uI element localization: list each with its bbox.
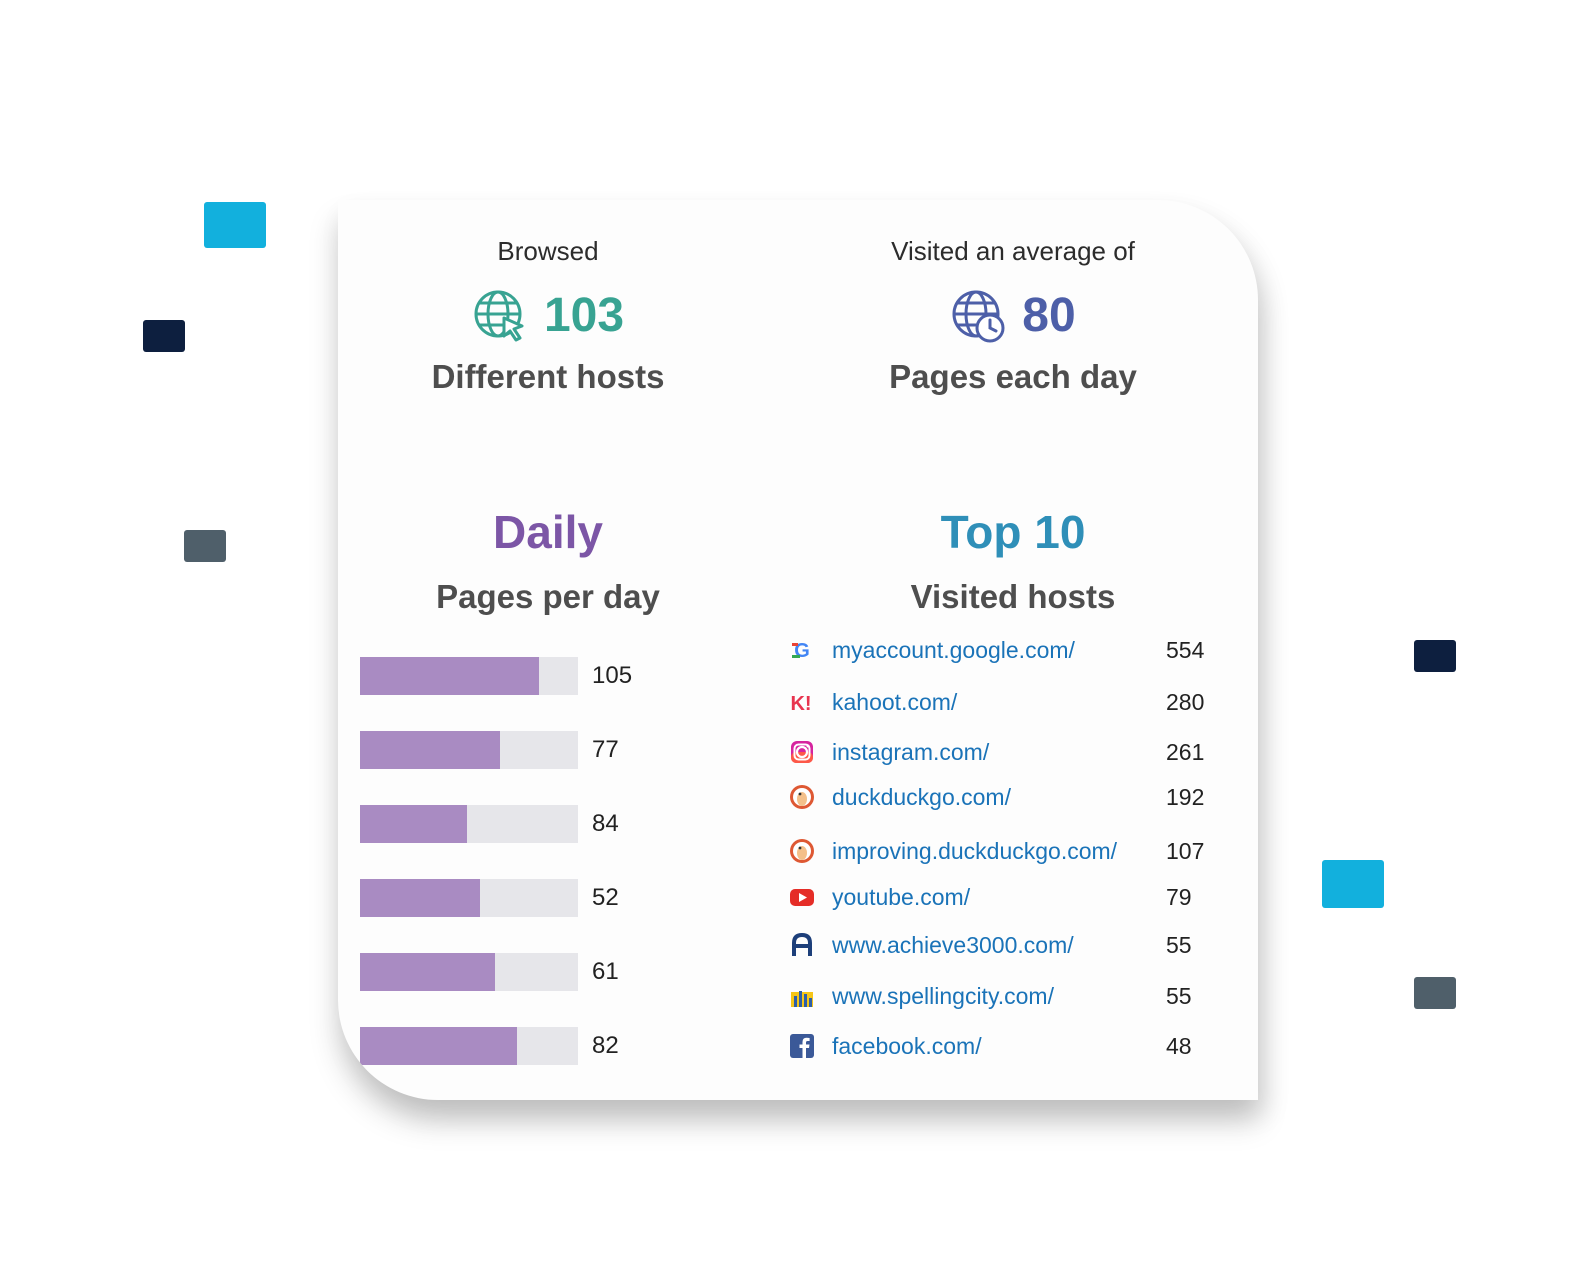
daily-bar-row: 84	[360, 805, 680, 843]
bar-value: 61	[592, 958, 619, 985]
host-link[interactable]: instagram.com/	[832, 739, 990, 765]
daily-bar-row: 52	[360, 879, 680, 917]
host-row: www.spellingcity.com/55	[788, 976, 1248, 1016]
bar-track	[360, 805, 578, 843]
host-visit-count: 79	[1166, 884, 1192, 910]
stat-caption: Browsed	[497, 236, 599, 266]
host-visit-count: 261	[1166, 739, 1205, 765]
bar-fill	[360, 1027, 517, 1065]
kahoot-icon: K!	[788, 688, 816, 716]
decor-square-cyan	[1322, 860, 1384, 908]
spellingcity-icon	[788, 982, 816, 1010]
decor-square-cyan	[204, 202, 266, 248]
host-row: youtube.com/79	[788, 877, 1248, 917]
daily-bar-row: 105	[360, 657, 680, 695]
daily-bar-row: 61	[360, 953, 680, 991]
host-link[interactable]: kahoot.com/	[832, 689, 958, 715]
instagram-icon	[788, 738, 816, 766]
svg-text:K!: K!	[790, 693, 811, 715]
average-stat: Visited an average of 80 Pages each day	[803, 236, 1223, 396]
host-visit-count: 280	[1166, 689, 1205, 715]
host-link[interactable]: youtube.com/	[832, 884, 971, 910]
bar-track	[360, 657, 578, 695]
host-link[interactable]: facebook.com/	[832, 1033, 982, 1059]
host-row: facebook.com/48	[788, 1026, 1248, 1066]
youtube-icon	[788, 883, 816, 911]
achieve3000-icon	[788, 931, 816, 959]
host-visit-count: 55	[1166, 932, 1192, 958]
decor-square-slate	[1414, 977, 1456, 1009]
bar-track	[360, 879, 578, 917]
bar-track	[360, 1027, 578, 1065]
host-link[interactable]: improving.duckduckgo.com/	[832, 838, 1118, 864]
decor-square-navy	[1414, 640, 1456, 672]
bar-value: 84	[592, 810, 619, 837]
browsed-value: 103	[543, 289, 625, 342]
daily-bar-row: 77	[360, 731, 680, 769]
bar-fill	[360, 953, 495, 991]
stats-card: Browsed 103 Different hosts Visited an	[338, 200, 1258, 1100]
average-value: 80	[1022, 289, 1076, 342]
decor-square-navy	[143, 320, 185, 352]
host-row: K! kahoot.com/280	[788, 682, 1248, 722]
browsed-stat: Browsed 103 Different hosts	[338, 236, 758, 396]
host-visit-count: 48	[1166, 1033, 1192, 1059]
host-row: improving.duckduckgo.com/107	[788, 831, 1248, 871]
bar-fill	[360, 805, 467, 843]
host-link[interactable]: www.spellingcity.com/	[832, 983, 1054, 1009]
duckduckgo-icon	[788, 837, 816, 865]
daily-title: Daily	[493, 506, 603, 558]
stat-caption: Visited an average of	[891, 236, 1135, 266]
host-row: duckduckgo.com/192	[788, 777, 1248, 817]
host-visit-count: 107	[1166, 838, 1205, 864]
bar-fill	[360, 657, 539, 695]
bar-value: 52	[592, 884, 619, 911]
bar-track	[360, 731, 578, 769]
host-link[interactable]: myaccount.google.com/	[832, 637, 1075, 663]
host-link[interactable]: duckduckgo.com/	[832, 784, 1011, 810]
bar-track	[360, 953, 578, 991]
daily-bar-row: 82	[360, 1027, 680, 1065]
stat-row: 103	[338, 286, 758, 346]
host-visit-count: 554	[1166, 637, 1205, 663]
bar-value: 82	[592, 1032, 619, 1059]
bar-fill	[360, 879, 480, 917]
top-hosts-title: Top 10	[940, 506, 1086, 558]
facebook-icon	[788, 1032, 816, 1060]
host-link[interactable]: www.achieve3000.com/	[832, 932, 1074, 958]
host-row: instagram.com/261	[788, 732, 1248, 772]
daily-bar-chart: 105 77 84 52 61 82	[360, 657, 680, 1100]
duckduckgo-icon	[788, 783, 816, 811]
host-visit-count: 55	[1166, 983, 1192, 1009]
bar-value: 105	[592, 662, 633, 689]
bar-value: 77	[592, 736, 619, 763]
stat-label: Pages each day	[889, 358, 1137, 395]
top-hosts-subtitle: Visited hosts	[910, 578, 1116, 615]
stat-row: 80	[803, 286, 1223, 346]
globe-cursor-icon	[474, 290, 524, 342]
host-row: www.achieve3000.com/55	[788, 925, 1248, 965]
daily-subtitle: Pages per day	[436, 578, 660, 615]
bar-fill	[360, 731, 500, 769]
stat-label: Different hosts	[431, 358, 665, 395]
host-visit-count: 192	[1166, 784, 1205, 810]
decor-square-slate	[184, 530, 226, 562]
globe-clock-icon	[952, 290, 1005, 343]
google-icon: G	[788, 636, 816, 664]
